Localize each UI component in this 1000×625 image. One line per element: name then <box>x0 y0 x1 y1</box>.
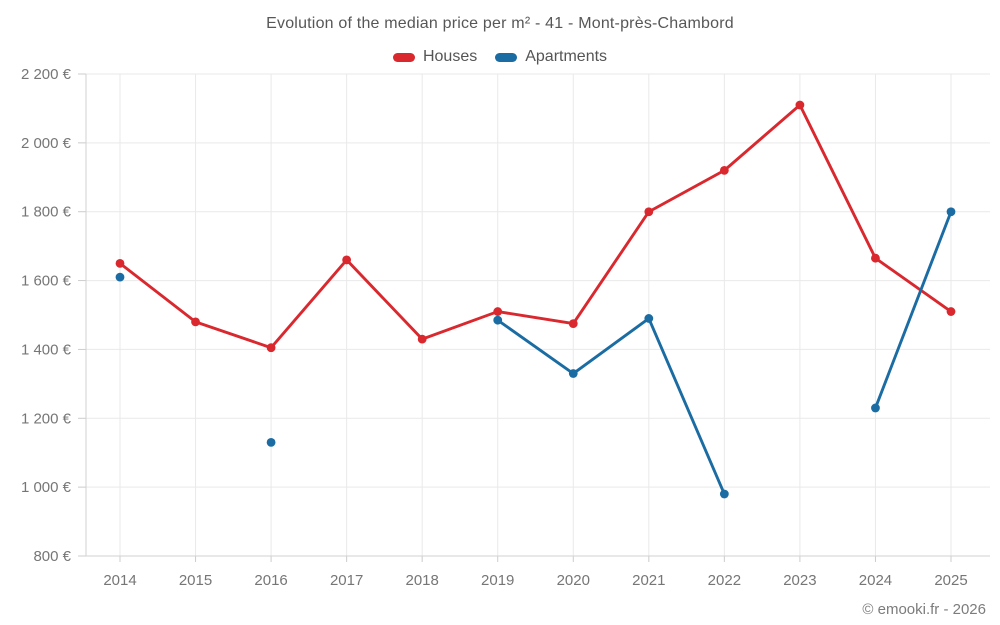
legend-item-apartments[interactable]: Apartments <box>495 48 607 66</box>
x-tick-label-2015: 2015 <box>179 572 212 589</box>
point-houses-2023[interactable] <box>795 100 805 110</box>
attribution: © emooki.fr - 2026 <box>862 601 986 618</box>
legend-item-houses[interactable]: Houses <box>392 48 478 66</box>
y-tick-label-2200: 2 200 € <box>21 66 72 83</box>
point-houses-2017[interactable] <box>342 255 352 265</box>
y-tick-label-1000: 1 000 € <box>21 479 72 496</box>
y-tick-label-2000: 2 000 € <box>21 135 72 152</box>
x-tick-label-2022: 2022 <box>708 572 741 589</box>
point-houses-2019[interactable] <box>493 307 503 316</box>
point-houses-2021[interactable] <box>644 207 654 217</box>
point-apartments-2021[interactable] <box>644 314 654 323</box>
y-tick-label-1600: 1 600 € <box>21 273 72 290</box>
x-tick-label-2017: 2017 <box>330 572 363 589</box>
point-houses-2022[interactable] <box>719 166 729 175</box>
x-tick-label-2024: 2024 <box>859 572 892 589</box>
legend-label-houses: Houses <box>422 48 478 65</box>
point-apartments-2020[interactable] <box>568 369 578 378</box>
point-houses-2025[interactable] <box>946 307 956 316</box>
point-apartments-2022[interactable] <box>719 489 729 499</box>
x-tick-label-2016: 2016 <box>254 572 287 589</box>
point-houses-2024[interactable] <box>871 253 880 263</box>
point-apartments-2016[interactable] <box>266 437 276 447</box>
chart-legend: Houses Apartments <box>0 46 1000 68</box>
x-tick-label-2023: 2023 <box>783 572 816 589</box>
y-tick-label-800: 800 € <box>33 548 71 565</box>
point-apartments-2019[interactable] <box>493 315 503 325</box>
y-tick-label-1200: 1 200 € <box>21 410 72 427</box>
x-tick-label-2025: 2025 <box>934 572 967 589</box>
series-line-houses <box>118 103 953 350</box>
x-tick-label-2020: 2020 <box>557 572 590 589</box>
point-houses-2015[interactable] <box>191 317 200 327</box>
point-houses-2020[interactable] <box>568 319 578 329</box>
chart-title: Evolution of the median price per m² - 4… <box>266 15 734 32</box>
x-tick-label-2019: 2019 <box>481 572 514 589</box>
x-tick-label-2021: 2021 <box>632 572 665 589</box>
point-apartments-2024[interactable] <box>871 403 880 413</box>
point-apartments-2014[interactable] <box>115 272 125 282</box>
apartments-series-swatch-icon <box>495 52 518 62</box>
series-line-apartments <box>874 210 953 410</box>
houses-series-swatch-icon <box>392 52 415 62</box>
y-tick-label-1800: 1 800 € <box>21 204 72 221</box>
y-tick-label-1400: 1 400 € <box>21 341 72 358</box>
legend-label-apartments: Apartments <box>525 48 608 65</box>
point-apartments-2025[interactable] <box>946 207 956 217</box>
point-houses-2014[interactable] <box>115 258 125 268</box>
x-tick-label-2014: 2014 <box>103 572 136 589</box>
x-tick-label-2018: 2018 <box>405 572 438 589</box>
point-houses-2016[interactable] <box>266 343 276 353</box>
point-houses-2018[interactable] <box>417 334 427 344</box>
series-line-apartments <box>496 316 726 496</box>
